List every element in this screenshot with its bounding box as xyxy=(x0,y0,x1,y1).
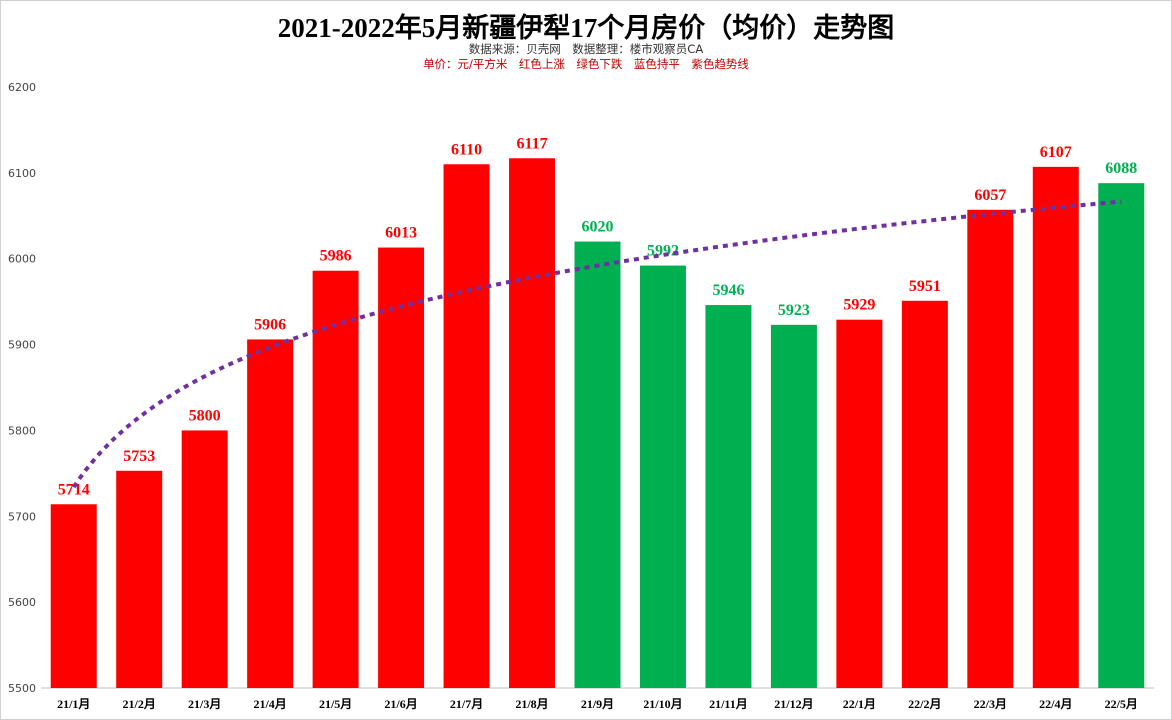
bar-value-label: 6057 xyxy=(974,187,1006,204)
x-tick-label: 22/2月 xyxy=(908,697,941,711)
bar-value-label: 5906 xyxy=(254,316,286,333)
bar-value-label: 6013 xyxy=(385,225,417,242)
bar xyxy=(443,164,490,688)
y-tick-label: 5900 xyxy=(8,339,36,352)
bar-value-label: 5714 xyxy=(58,481,90,498)
x-tick-label: 21/12月 xyxy=(774,697,813,711)
x-tick-label: 21/3月 xyxy=(188,697,221,711)
bar xyxy=(639,265,686,688)
bar xyxy=(378,247,425,688)
x-tick-label: 22/1月 xyxy=(843,697,876,711)
y-tick-label: 5800 xyxy=(8,424,36,437)
y-tick-label: 6000 xyxy=(8,253,36,266)
y-tick-label: 5700 xyxy=(8,510,36,523)
bar-value-label: 5992 xyxy=(647,243,679,260)
y-tick-label: 6100 xyxy=(8,167,36,180)
bar-value-label: 6117 xyxy=(516,135,547,152)
bar xyxy=(50,504,97,688)
bar xyxy=(247,339,294,688)
y-tick-label: 5500 xyxy=(8,682,36,695)
bar-value-label: 5929 xyxy=(843,297,875,314)
bar-value-label: 5753 xyxy=(123,448,155,465)
y-tick-label: 5600 xyxy=(8,596,36,609)
x-tick-label: 21/6月 xyxy=(384,697,417,711)
bar xyxy=(509,158,556,689)
x-tick-label: 21/5月 xyxy=(319,697,352,711)
x-tick-label: 21/1月 xyxy=(57,697,90,711)
x-tick-label: 21/8月 xyxy=(515,697,548,711)
bar xyxy=(574,241,621,689)
bar-value-label: 6020 xyxy=(582,219,614,236)
bar xyxy=(967,209,1014,689)
y-tick-label: 6200 xyxy=(8,81,36,94)
bar-value-label: 5800 xyxy=(189,407,221,424)
bar xyxy=(312,270,359,688)
x-tick-label: 21/7月 xyxy=(450,697,483,711)
chart-subtitle-legend: 单价：元/平方米 红色上涨 绿色下跌 蓝色持平 紫色趋势线 xyxy=(423,57,749,71)
x-tick-label: 22/3月 xyxy=(974,697,1007,711)
bar-value-label: 5923 xyxy=(778,302,810,319)
bar-value-label: 6088 xyxy=(1105,160,1137,177)
bar-value-label: 6107 xyxy=(1040,144,1072,161)
bar xyxy=(901,300,948,688)
bar-value-label: 5946 xyxy=(712,282,744,299)
x-tick-label: 21/10月 xyxy=(643,697,682,711)
trendline xyxy=(72,199,1122,489)
bar xyxy=(1032,166,1079,688)
x-tick-label: 21/9月 xyxy=(581,697,614,711)
bar xyxy=(836,319,883,688)
x-tick-label: 21/4月 xyxy=(253,697,286,711)
x-tick-label: 22/5月 xyxy=(1105,697,1138,711)
chart-subtitle-source: 数据来源：贝壳网 数据整理：楼市观察员CA xyxy=(468,42,704,56)
bar-value-label: 5951 xyxy=(909,278,941,295)
x-tick-label: 21/11月 xyxy=(709,697,748,711)
bar xyxy=(770,324,817,688)
bar xyxy=(705,305,752,688)
x-tick-label: 22/4月 xyxy=(1039,697,1072,711)
bar xyxy=(181,430,228,688)
chart-title: 2021-2022年5月新疆伊犁17个月房价（均价）走势图 xyxy=(277,13,895,43)
x-tick-label: 21/2月 xyxy=(123,697,156,711)
bar xyxy=(1098,183,1145,688)
bar-value-label: 5986 xyxy=(320,248,352,265)
bar-value-label: 6110 xyxy=(451,141,482,158)
bar xyxy=(116,470,163,688)
